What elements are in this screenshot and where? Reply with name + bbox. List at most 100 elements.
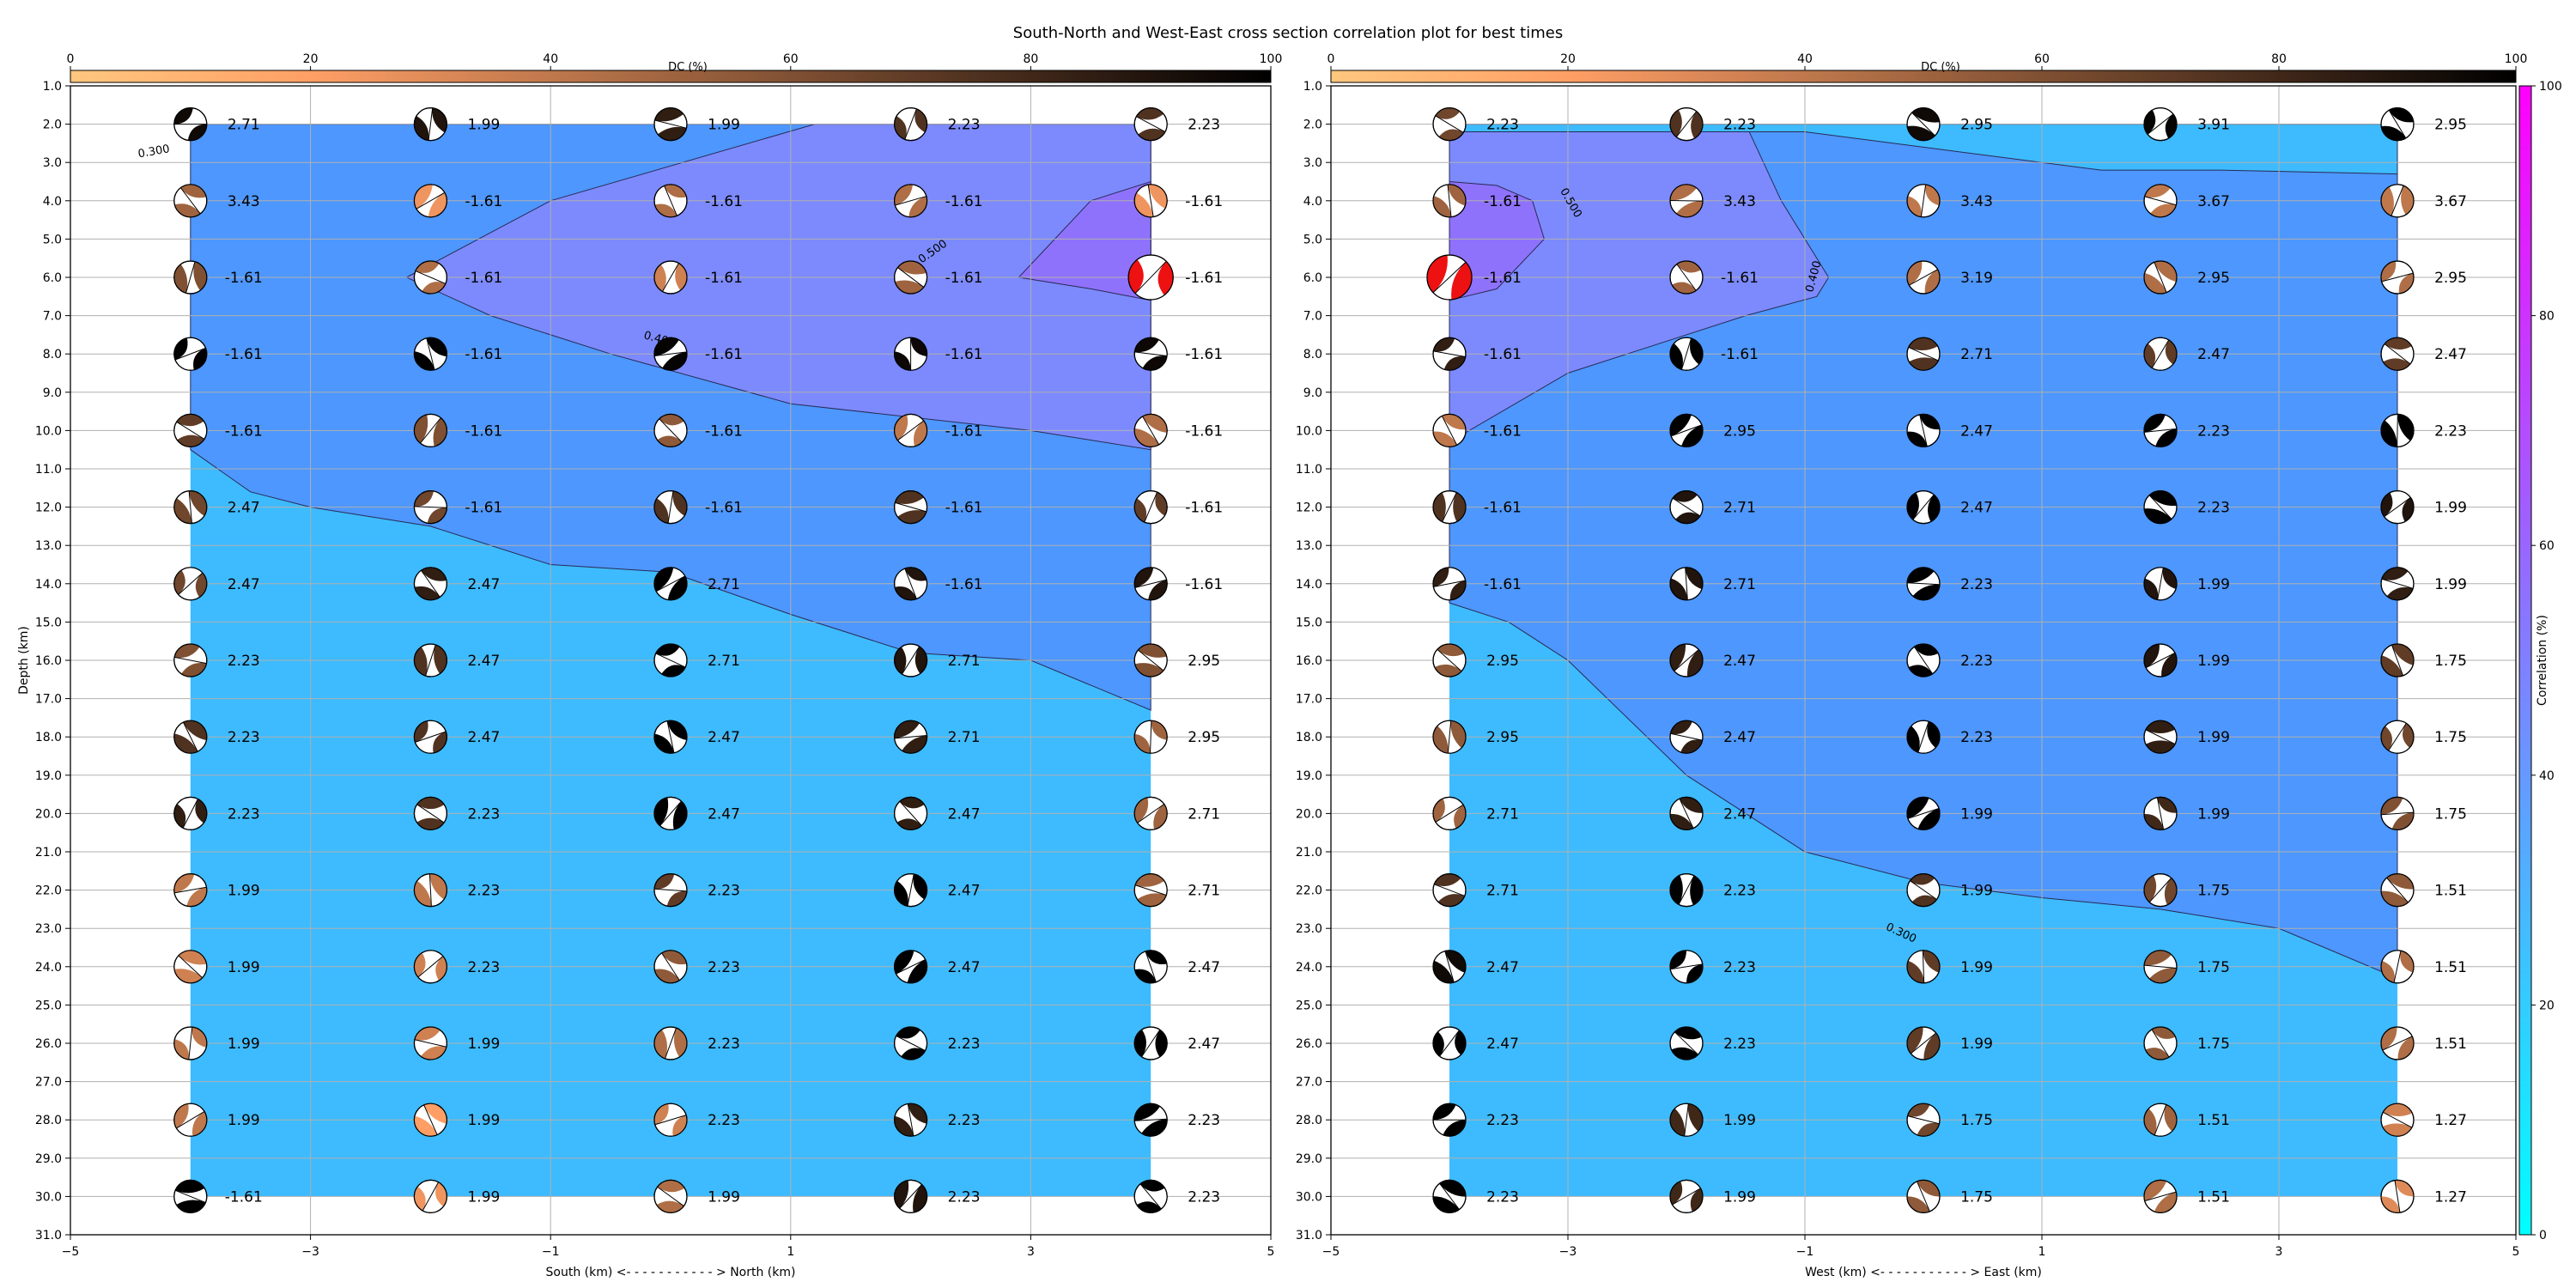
x-axis-label: West (km) <- - - - - - - - - - - > East … [1805,1266,2042,1279]
beachball [893,567,928,601]
beachball [1432,567,1467,601]
beachball [1432,1179,1467,1214]
cell-value-label: 2.23 [1188,117,1220,134]
beachball [1669,1103,1704,1137]
cell-value-label: 2.23 [1486,1112,1519,1129]
beachball [1906,107,1941,142]
cell-value-label: 1.99 [2197,805,2230,823]
beachball [2143,413,2178,447]
cell-value-label: 1.99 [1723,1112,1756,1129]
beachball [893,1026,928,1060]
beachball [1432,337,1467,371]
y-tick-label: 10.0 [35,424,62,438]
beachball [1133,1026,1168,1060]
beachball [1669,796,1704,831]
beachball [653,184,688,218]
cell-value-label: 2.47 [228,576,260,593]
cell-value-label: -1.61 [225,1188,263,1206]
x-tick-label: −3 [1559,1245,1577,1259]
cell-value-label: -1.61 [465,500,502,517]
cell-value-label: 1.99 [228,1036,260,1053]
beachball [173,337,208,371]
dc-colorbar-tick: 20 [1560,52,1576,66]
beachball [1906,260,1941,295]
beachball [1432,720,1467,754]
y-tick-label: 31.0 [1296,1229,1322,1242]
correlation-band-3 [1018,180,1151,301]
cell-value-label: -1.61 [225,270,263,287]
cell-value-label: -1.61 [945,500,983,517]
cell-value-label: 2.47 [1960,500,1993,517]
cell-value-label: 2.47 [2434,346,2467,363]
cell-value-label: 2.23 [1723,1036,1756,1053]
beachball [2143,337,2178,371]
y-tick-label: 7.0 [43,310,62,324]
cell-value-label: 2.23 [708,1112,740,1129]
beachball [1906,872,1941,908]
beachball [2380,567,2415,601]
beachball [1906,720,1941,754]
cell-value-label: 2.47 [1486,959,1519,976]
y-tick-label: 5.0 [43,233,62,246]
cell-value-label: 1.99 [2434,576,2467,593]
y-tick-label: 22.0 [1296,884,1322,898]
cell-value-label: 1.99 [467,117,500,134]
beachball [1669,1026,1704,1060]
cell-value-label: 2.23 [1723,959,1756,976]
cell-value-label: 2.23 [708,883,740,900]
beachball [1906,1179,1941,1214]
cell-value-label: 2.95 [1960,117,1993,134]
y-tick-label: 24.0 [35,961,62,975]
beachball [2380,337,2415,371]
beachball [2143,567,2178,601]
y-tick-label: 2.0 [1303,118,1322,132]
cell-value-label: 2.23 [708,959,740,976]
cell-value-label: -1.61 [1484,576,1522,593]
dc-colorbar-tick: 40 [543,52,558,66]
beachball [173,489,208,525]
beachball [893,489,928,525]
beachball [1669,567,1704,601]
cell-value-label: 2.47 [1188,959,1220,976]
x-tick-label: 3 [1027,1245,1035,1259]
dc-colorbar-tick: 60 [2034,52,2050,66]
beachball [1906,643,1941,677]
y-tick-label: 21.0 [1296,846,1322,860]
cell-value-label: 2.95 [1486,729,1519,746]
cell-value-label: 2.71 [1723,500,1756,517]
beachball [893,413,928,447]
beachball [1669,720,1704,754]
y-tick-label: 20.0 [1296,807,1322,821]
y-tick-label: 1.0 [1303,80,1322,94]
cell-value-label: -1.61 [705,193,743,210]
beachball [2380,720,2415,754]
beachball [2143,184,2178,218]
beachball [173,720,208,754]
y-tick-label: 30.0 [35,1190,62,1204]
beachball [653,1103,688,1137]
x-tick-label: −1 [1796,1245,1814,1259]
beachball [653,872,688,908]
cell-value-label: 2.71 [708,653,740,670]
cell-value-label: 2.23 [1486,117,1519,134]
dc-colorbar-left: 0 20 40 60 80 100 DC (%) [67,52,1282,83]
dc-colorbar-label: DC (%) [668,61,708,74]
y-tick-label: 27.0 [35,1076,62,1090]
beachball [2380,950,2415,984]
y-tick-label: 29.0 [1296,1152,1322,1166]
beachball [2143,1103,2178,1137]
y-tick-label: 14.0 [35,578,62,592]
cell-value-label: 1.75 [2197,883,2230,900]
beachball [2380,1103,2415,1137]
beachball [2143,1026,2178,1060]
beachball [2380,1026,2415,1060]
cell-value-label: 2.23 [2434,422,2467,440]
y-axis-label: Depth (km) [17,626,31,695]
cell-value-label: -1.61 [1721,270,1759,287]
beachball [1432,184,1467,218]
beachball [653,720,688,754]
y-tick-label: 11.0 [35,463,62,477]
cell-value-label: 2.23 [1188,1188,1220,1206]
beachball [1432,872,1467,908]
